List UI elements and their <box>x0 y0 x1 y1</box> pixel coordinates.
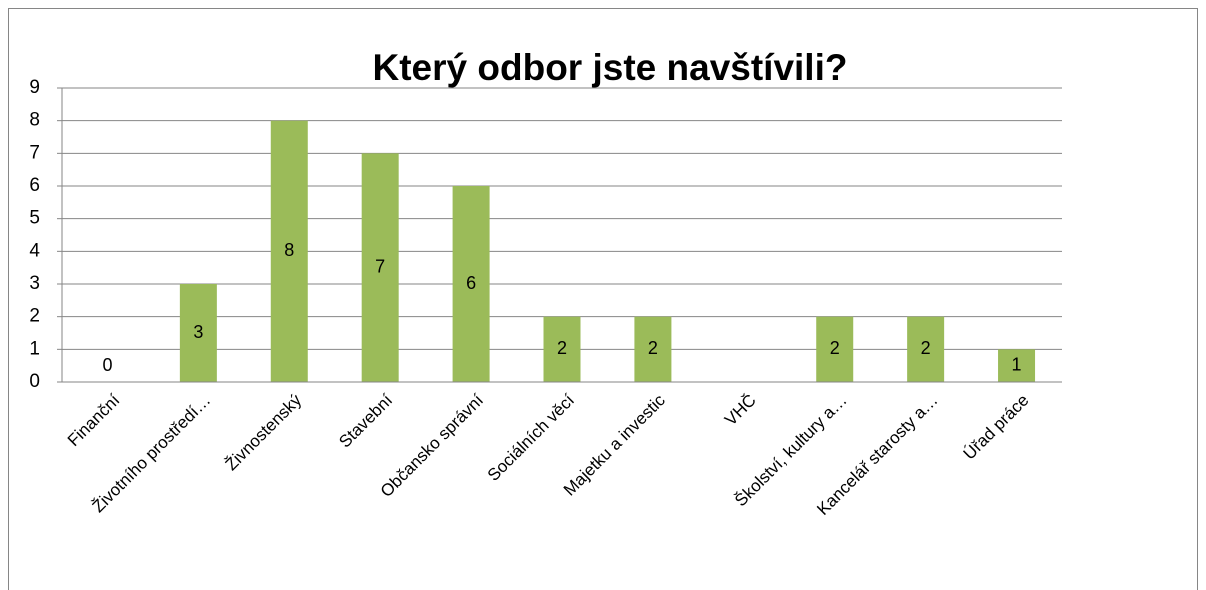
bar <box>543 316 581 382</box>
chart-title: Který odbor jste navštívili? <box>373 47 848 88</box>
data-label: 2 <box>921 338 931 358</box>
data-label: 1 <box>1012 354 1022 374</box>
data-label: 0 <box>102 355 112 375</box>
y-tick-label: 1 <box>29 338 40 359</box>
data-label: 2 <box>648 338 658 358</box>
bar <box>634 316 672 382</box>
y-tick-label: 2 <box>29 306 40 327</box>
bar <box>907 316 945 382</box>
data-label: 2 <box>557 338 567 358</box>
bar <box>179 284 217 382</box>
bar <box>998 349 1036 382</box>
data-label: 3 <box>193 322 203 342</box>
y-tick-label: 4 <box>29 240 40 261</box>
y-tick-label: 8 <box>29 110 40 131</box>
bar <box>361 153 399 382</box>
y-tick-label: 7 <box>29 142 40 163</box>
data-label: 7 <box>375 256 385 276</box>
y-tick-label: 5 <box>29 208 40 229</box>
data-label: 8 <box>284 240 294 260</box>
data-label: 2 <box>830 338 840 358</box>
data-label: 6 <box>466 273 476 293</box>
bar <box>816 316 854 382</box>
y-tick-label: 0 <box>29 371 40 392</box>
bar <box>270 120 308 383</box>
y-tick-label: 6 <box>29 175 40 196</box>
y-tick-label: 3 <box>29 273 40 294</box>
y-tick-label: 9 <box>29 77 40 98</box>
bar <box>452 186 490 382</box>
